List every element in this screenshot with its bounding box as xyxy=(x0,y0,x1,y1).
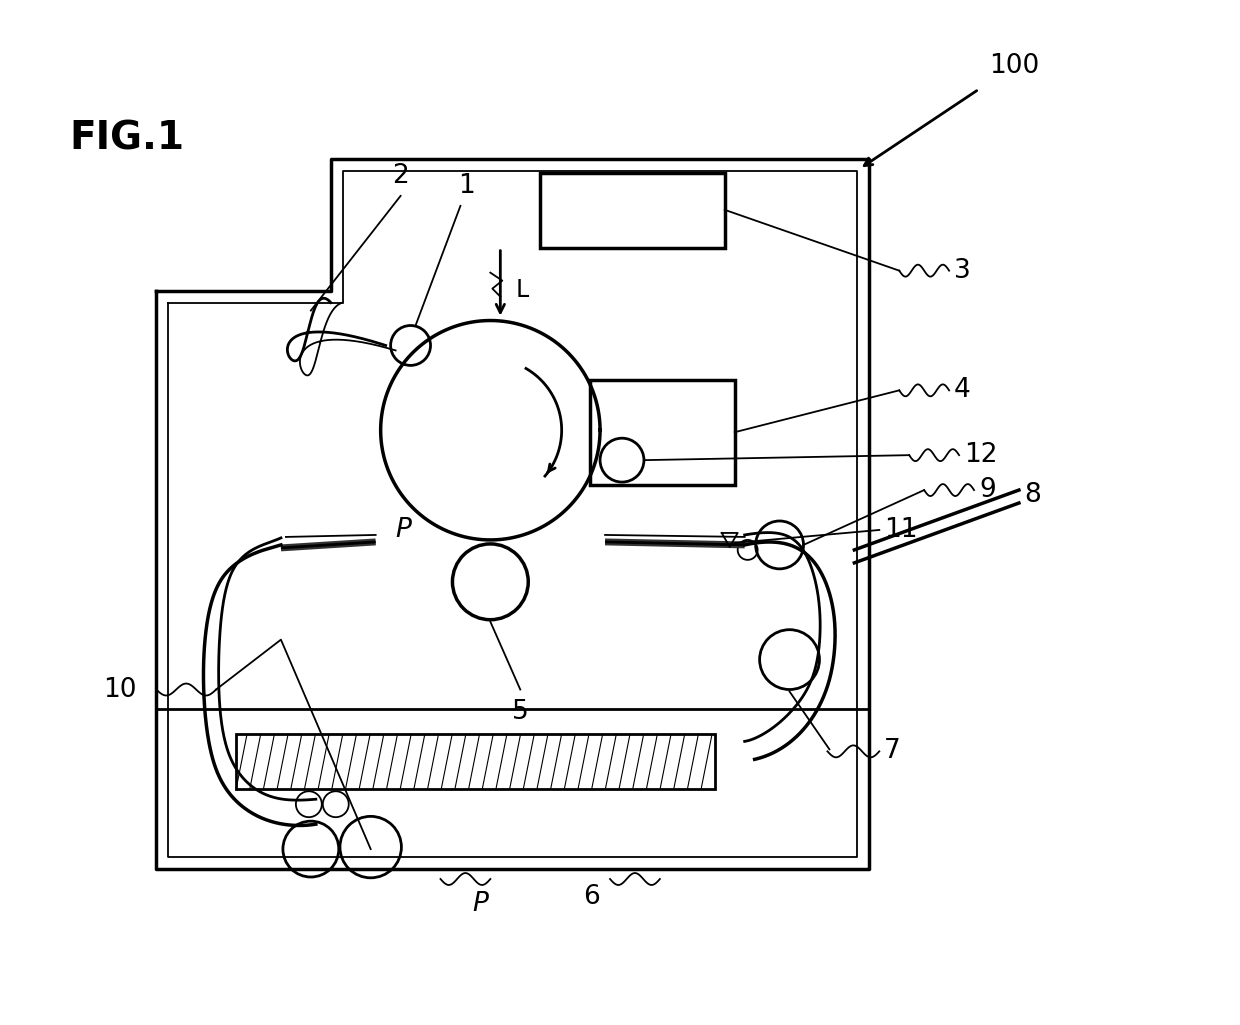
Text: 100: 100 xyxy=(990,53,1039,79)
Text: 10: 10 xyxy=(103,676,136,702)
Text: 12: 12 xyxy=(963,442,997,468)
Text: 4: 4 xyxy=(954,377,971,403)
Text: 2: 2 xyxy=(392,163,409,189)
Text: L: L xyxy=(516,278,528,301)
Text: P: P xyxy=(396,517,412,543)
Text: 5: 5 xyxy=(512,699,528,726)
Bar xyxy=(236,734,714,789)
Text: 3: 3 xyxy=(954,257,971,284)
Text: 8: 8 xyxy=(1024,482,1040,508)
Text: 11: 11 xyxy=(884,517,918,543)
Text: 9: 9 xyxy=(980,477,996,503)
Text: 7: 7 xyxy=(884,738,901,765)
Bar xyxy=(590,380,734,485)
Text: P: P xyxy=(472,891,489,917)
Text: 6: 6 xyxy=(583,884,600,910)
Bar xyxy=(541,173,724,248)
Text: 1: 1 xyxy=(458,173,475,199)
Text: FIG.1: FIG.1 xyxy=(69,119,185,157)
